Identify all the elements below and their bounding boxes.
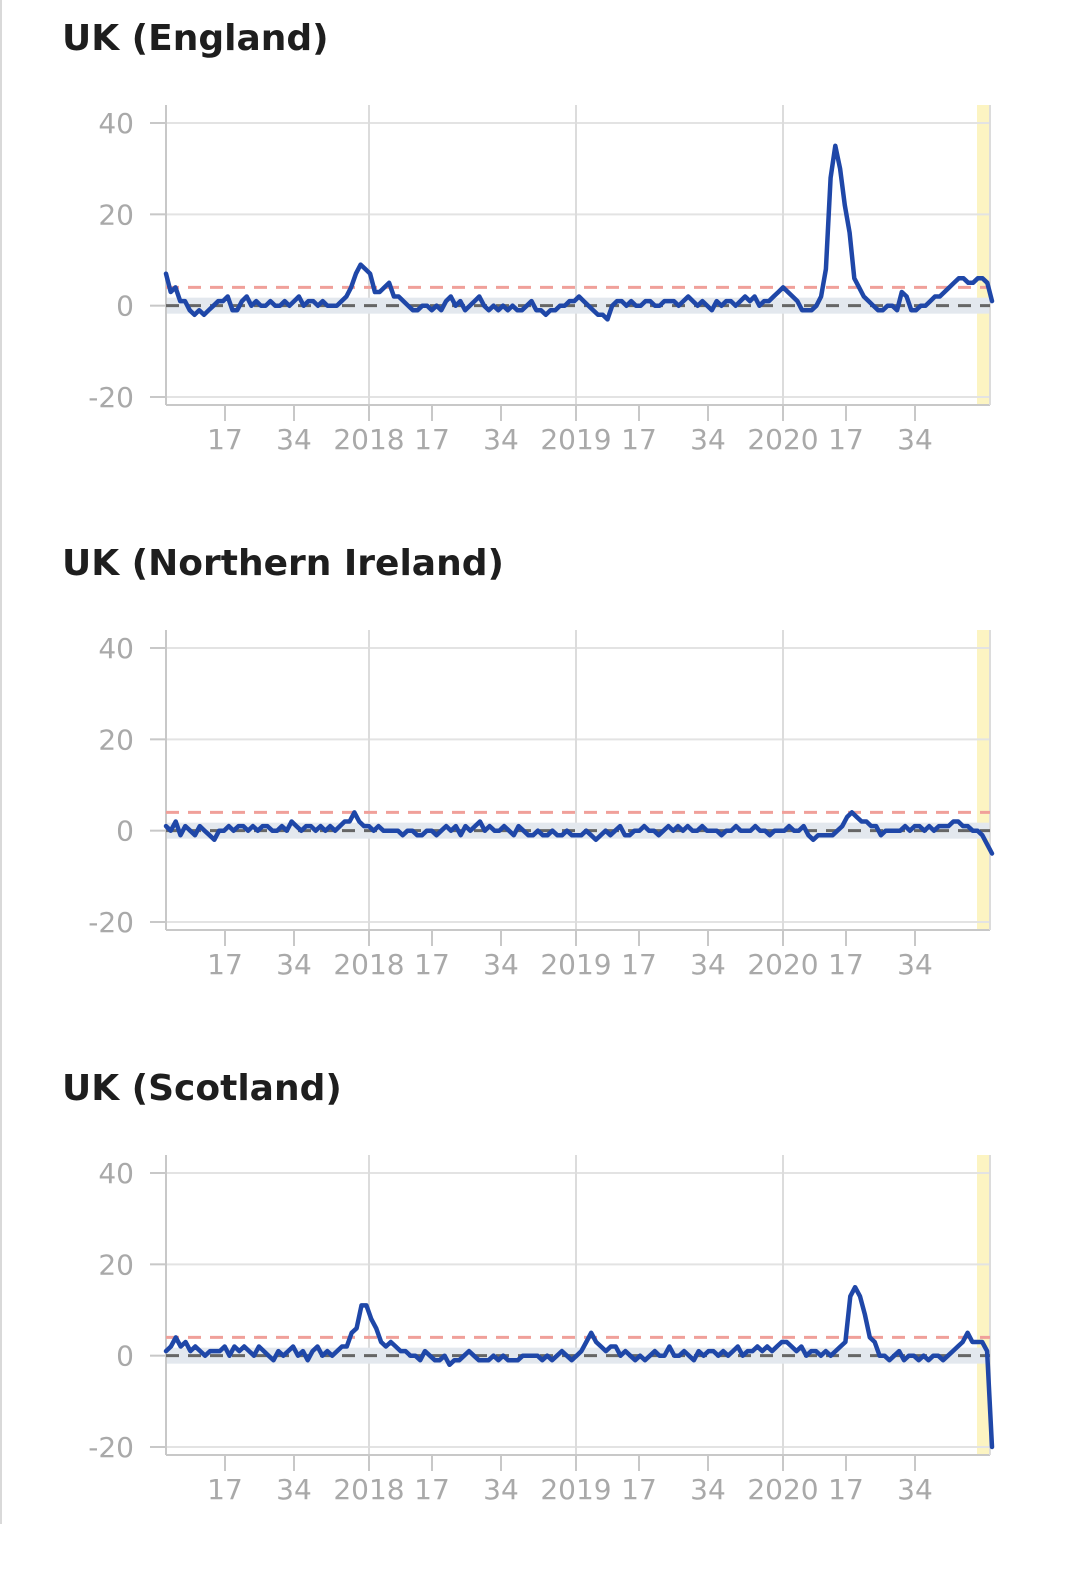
x-tick-label: 17	[414, 1473, 450, 1506]
x-tick-label: 2018	[333, 1473, 404, 1506]
y-tick-label: 40	[98, 1157, 134, 1190]
x-tick-label: 34	[897, 1473, 933, 1506]
x-tick-label: 2020	[747, 423, 818, 456]
x-tick-label: 17	[621, 1473, 657, 1506]
x-tick-label: 17	[207, 948, 243, 981]
x-tick-label: 17	[207, 1473, 243, 1506]
y-tick-label: -20	[88, 906, 134, 939]
x-tick-label: 2018	[333, 948, 404, 981]
chart-panel-scotland: UK (Scotland) -20 0 20 40 17 34 2018 17 34 2019 17…	[0, 1050, 1080, 1524]
chart-title: UK (England)	[62, 18, 329, 59]
x-tick-label: 34	[483, 423, 519, 456]
x-tick-label: 34	[483, 948, 519, 981]
series-line	[163, 810, 995, 856]
chart-northern-ireland: -20 0 20 40 17 34 2018 17 34 2019 17 34 2020 17 34	[88, 630, 995, 981]
chart-panel-england: UK (England) -20 0 20 40 17 34 2018 17 34 2019 17 3…	[0, 0, 1080, 520]
recent-period-highlight	[977, 105, 990, 405]
x-tick-label: 17	[621, 948, 657, 981]
y-tick-label: 0	[116, 815, 134, 848]
series-line	[163, 1284, 995, 1450]
baseline-band	[166, 297, 990, 314]
y-tick-label: 0	[116, 1340, 134, 1373]
y-tick-label: -20	[88, 1431, 134, 1464]
chart-scotland: -20 0 20 40 17 34 2018 17 34 2019 17 34 2020 17 34	[88, 1155, 995, 1506]
x-tick-label: 17	[828, 423, 864, 456]
x-tick-label: 34	[690, 1473, 726, 1506]
x-tick-label: 2020	[747, 1473, 818, 1506]
x-tick-label: 34	[276, 948, 312, 981]
series-line	[163, 143, 995, 322]
y-tick-label: 20	[98, 198, 134, 231]
recent-period-highlight	[977, 630, 990, 930]
x-tick-label: 17	[828, 1473, 864, 1506]
x-tick-label: 2019	[540, 948, 611, 981]
x-tick-label: 34	[276, 1473, 312, 1506]
x-tick-label: 2019	[540, 1473, 611, 1506]
x-tick-label: 17	[414, 948, 450, 981]
chart-title: UK (Scotland)	[62, 1068, 342, 1109]
y-tick-label: 40	[98, 107, 134, 140]
chart-england: -20 0 20 40 17 34 2018 17 34 2019 17 34 2020 17 34	[88, 105, 995, 456]
chart-panel-northern-ireland: UK (Northern Ireland) -20 0 20 40 17 34 2018 17…	[0, 525, 1080, 1045]
y-tick-label: 0	[116, 290, 134, 323]
chart-title: UK (Northern Ireland)	[62, 543, 504, 584]
x-tick-label: 34	[897, 948, 933, 981]
x-tick-label: 17	[828, 948, 864, 981]
x-tick-label: 17	[414, 423, 450, 456]
x-tick-label: 2019	[540, 423, 611, 456]
x-tick-label: 34	[690, 948, 726, 981]
y-tick-label: -20	[88, 381, 134, 414]
x-tick-label: 34	[690, 423, 726, 456]
y-tick-label: 20	[98, 723, 134, 756]
x-tick-label: 17	[621, 423, 657, 456]
y-tick-label: 40	[98, 632, 134, 665]
x-tick-label: 2020	[747, 948, 818, 981]
x-tick-label: 34	[276, 423, 312, 456]
x-tick-label: 34	[897, 423, 933, 456]
x-tick-label: 34	[483, 1473, 519, 1506]
x-tick-label: 17	[207, 423, 243, 456]
y-tick-label: 20	[98, 1248, 134, 1281]
left-edge-rule	[0, 0, 2, 1524]
x-tick-label: 2018	[333, 423, 404, 456]
